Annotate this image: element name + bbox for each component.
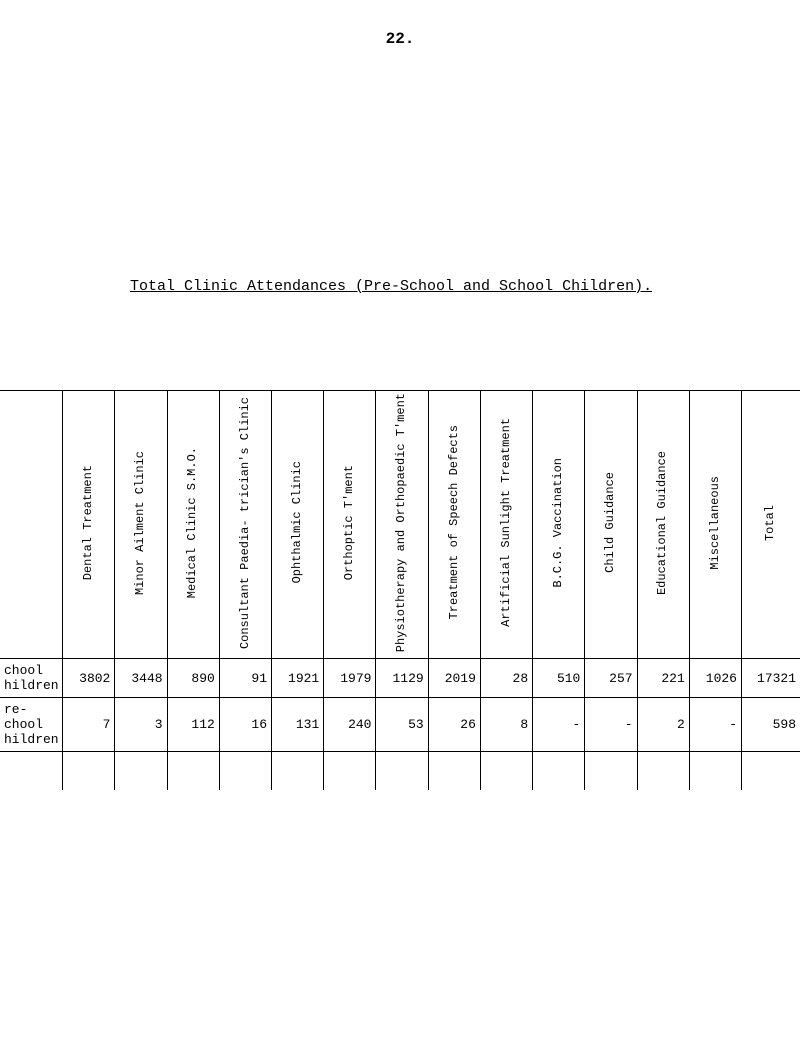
col-header: Artificial Sunlight Treatment <box>480 391 532 659</box>
col-header: Physiotherapy and Orthopaedic T'ment <box>376 391 428 659</box>
cell: 3 <box>115 698 167 752</box>
cell: 1979 <box>324 659 376 698</box>
col-header: Dental Treatment <box>63 391 115 659</box>
col-header: Total <box>742 391 800 659</box>
col-header: Child Guidance <box>585 391 637 659</box>
cell: 221 <box>637 659 689 698</box>
cell: 2019 <box>428 659 480 698</box>
attendance-table-container: Dental Treatment Minor Ailment Clinic Me… <box>0 390 800 790</box>
cell: 16 <box>219 698 271 752</box>
col-header: Minor Ailment Clinic <box>115 391 167 659</box>
cell: 28 <box>480 659 532 698</box>
cell: 257 <box>585 659 637 698</box>
table-empty-row <box>0 752 800 791</box>
cell: 3448 <box>115 659 167 698</box>
cell: 8 <box>480 698 532 752</box>
cell: 598 <box>742 698 800 752</box>
col-header: Ophthalmic Clinic <box>272 391 324 659</box>
cell: 1129 <box>376 659 428 698</box>
cell: 131 <box>272 698 324 752</box>
col-header: Educational Guidance <box>637 391 689 659</box>
cell: 890 <box>167 659 219 698</box>
cell: 510 <box>533 659 585 698</box>
cell: - <box>533 698 585 752</box>
cell: 91 <box>219 659 271 698</box>
table-row: chool hildren 3802 3448 890 91 1921 1979… <box>0 659 800 698</box>
table-row: re- chool hildren 7 3 112 16 131 240 53 … <box>0 698 800 752</box>
col-header: Consultant Paedia- trician's Clinic <box>219 391 271 659</box>
col-header: Treatment of Speech Defects <box>428 391 480 659</box>
col-header: B.C.G. Vaccination <box>533 391 585 659</box>
attendance-table: Dental Treatment Minor Ailment Clinic Me… <box>0 390 800 790</box>
cell: 7 <box>63 698 115 752</box>
cell: - <box>585 698 637 752</box>
cell: 3802 <box>63 659 115 698</box>
row-label: re- chool hildren <box>0 698 63 752</box>
row-label: chool hildren <box>0 659 63 698</box>
cell: 53 <box>376 698 428 752</box>
cell: 2 <box>637 698 689 752</box>
table-title: Total Clinic Attendances (Pre-School and… <box>130 278 652 295</box>
col-header: Miscellaneous <box>689 391 741 659</box>
cell: 1921 <box>272 659 324 698</box>
col-header: Medical Clinic S.M.O. <box>167 391 219 659</box>
cell: - <box>689 698 741 752</box>
cell: 26 <box>428 698 480 752</box>
cell: 17321 <box>742 659 800 698</box>
cell: 240 <box>324 698 376 752</box>
cell: 1026 <box>689 659 741 698</box>
header-blank <box>0 391 63 659</box>
col-header: Orthoptic T'ment <box>324 391 376 659</box>
page-number: 22. <box>386 30 415 48</box>
cell: 112 <box>167 698 219 752</box>
table-header-row: Dental Treatment Minor Ailment Clinic Me… <box>0 391 800 659</box>
